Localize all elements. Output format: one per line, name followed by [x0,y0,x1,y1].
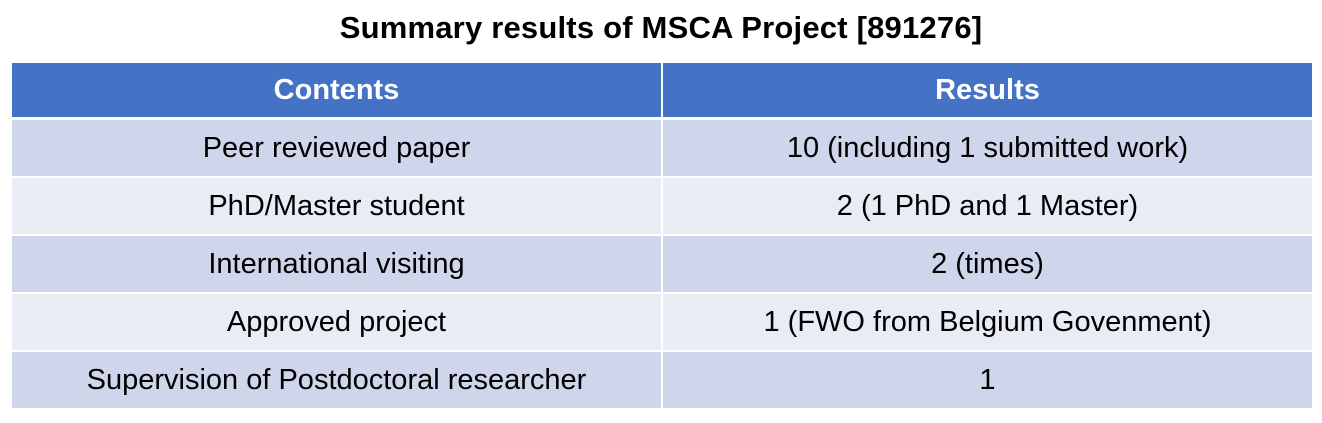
header-row: Contents Results [12,63,1312,120]
table-row: Peer reviewed paper 10 (including 1 subm… [12,117,1312,177]
results-cell: 1 [661,350,1312,408]
results-cell: 10 (including 1 submitted work) [661,117,1312,177]
table-row: PhD/Master student 2 (1 PhD and 1 Master… [12,176,1312,235]
column-header-contents: Contents [12,63,663,120]
table-row: Approved project 1 (FWO from Belgium Gov… [12,292,1312,351]
results-cell: 2 (1 PhD and 1 Master) [661,176,1312,235]
contents-cell: PhD/Master student [12,176,663,235]
page-title: Summary results of MSCA Project [891276] [339,10,983,45]
contents-cell: International visiting [12,234,663,293]
results-cell: 1 (FWO from Belgium Govenment) [661,292,1312,351]
contents-cell: Supervision of Postdoctoral researcher [12,350,663,408]
table-body: Peer reviewed paper 10 (including 1 subm… [12,117,1312,408]
column-header-results: Results [661,63,1312,120]
results-cell: 2 (times) [661,234,1312,293]
contents-cell: Approved project [12,292,663,351]
summary-table: Contents Results Peer reviewed paper 10 … [12,63,1312,408]
table-header: Contents Results [12,63,1312,120]
contents-cell: Peer reviewed paper [12,117,663,177]
table-row: International visiting 2 (times) [12,234,1312,293]
table-row: Supervision of Postdoctoral researcher 1 [12,350,1312,408]
